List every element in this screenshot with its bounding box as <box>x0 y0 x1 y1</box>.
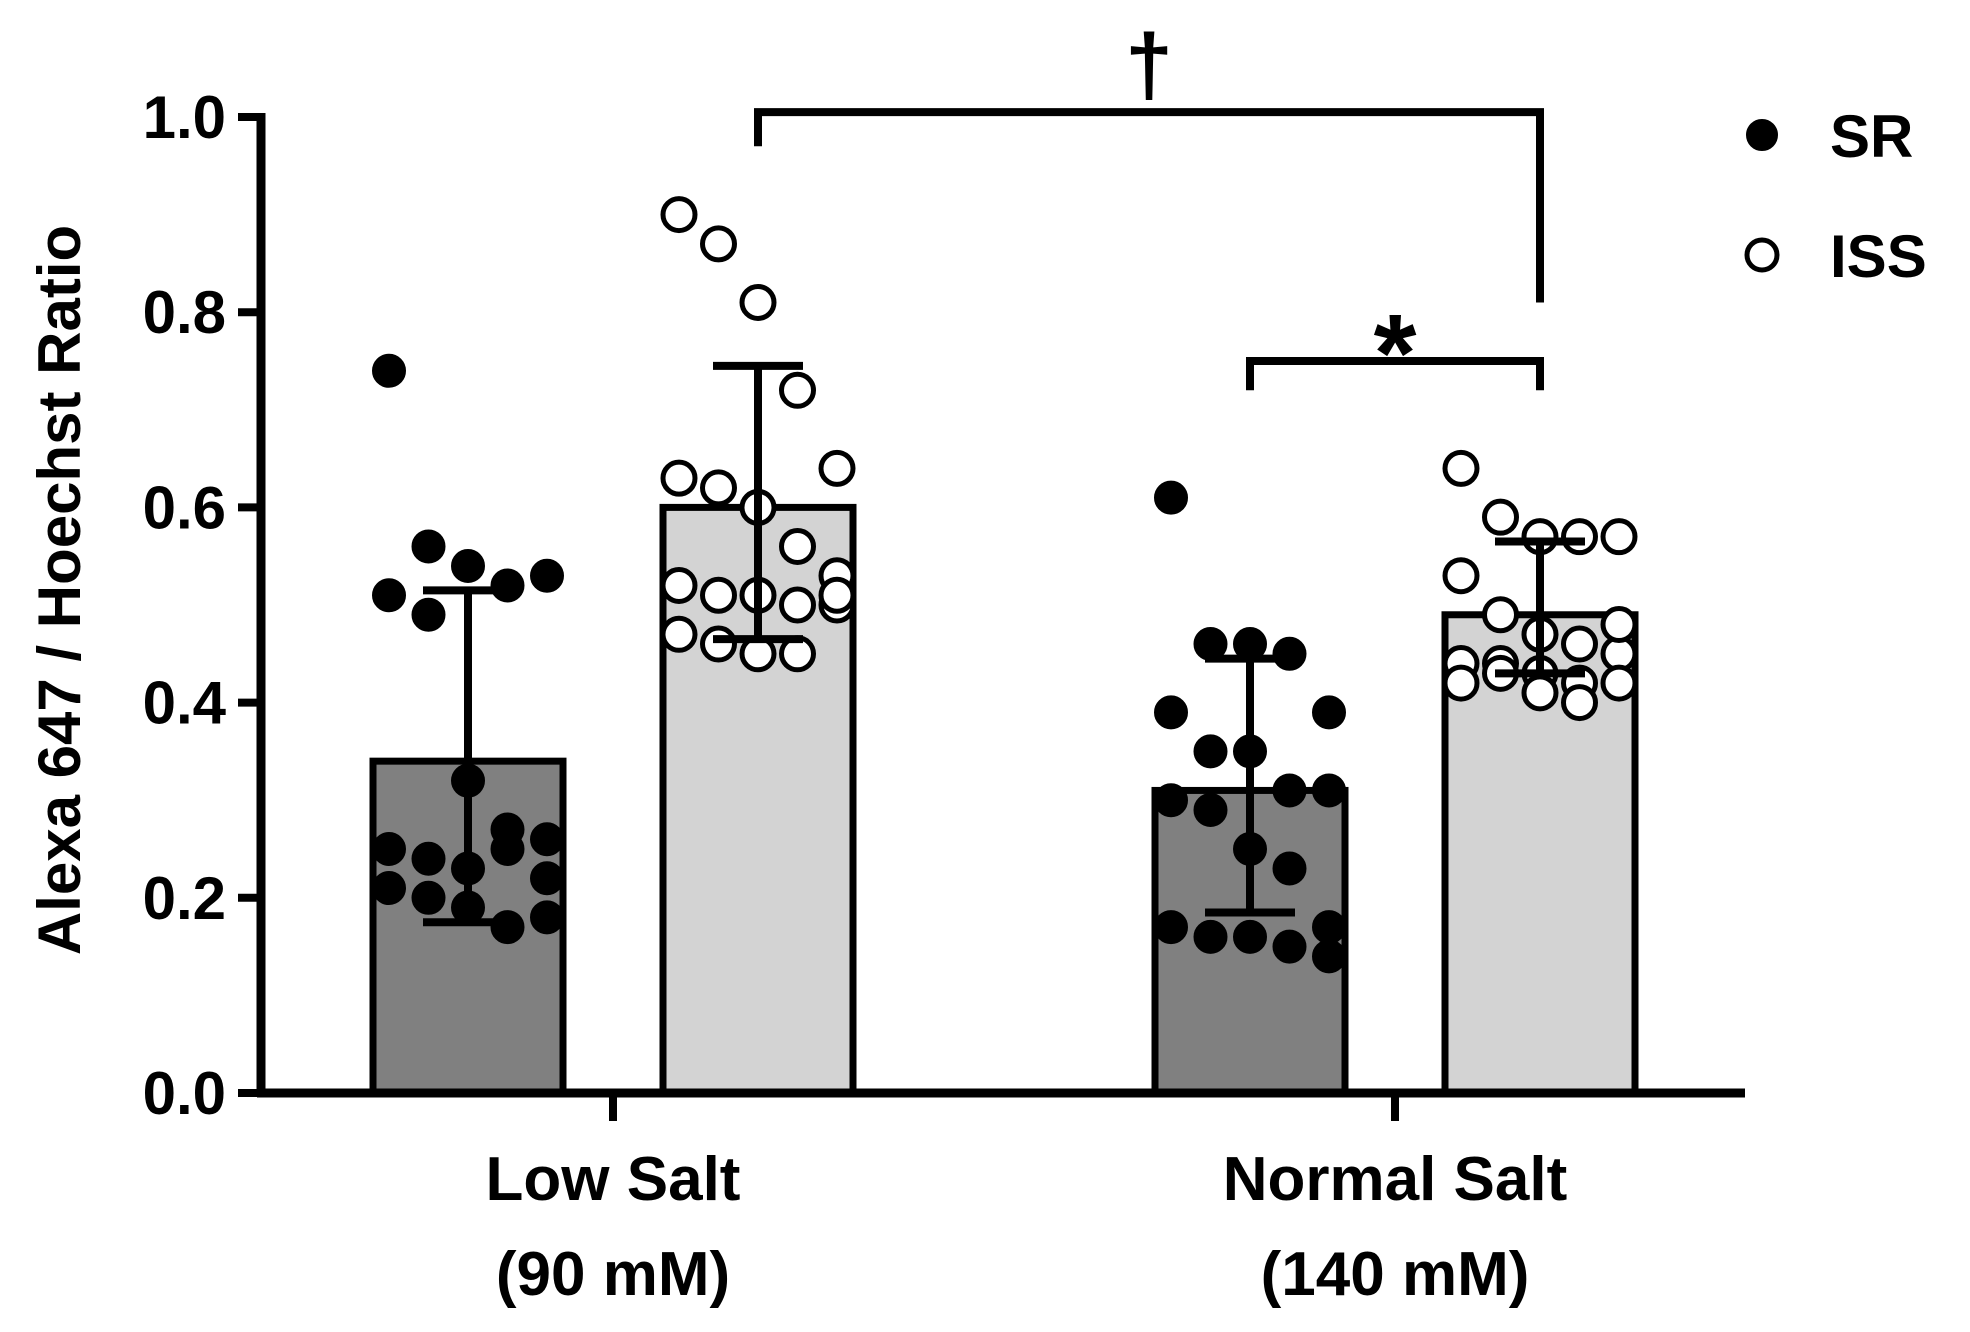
data-point-iss <box>1561 625 1598 663</box>
legend-label-sr: SR <box>1830 103 1913 170</box>
significance-symbol: * <box>1374 292 1417 415</box>
data-point-sr <box>1233 919 1267 954</box>
data-point-iss <box>779 586 816 624</box>
data-point-sr <box>1312 939 1346 974</box>
error-bars-layer <box>423 361 1585 927</box>
y-tick-label: 0.8 <box>143 279 226 346</box>
ticks-layer: 0.0 0.2 0.4 0.6 0.8 1.0 Low Salt (90 mM) Normal … <box>143 84 1568 1309</box>
data-point-sr <box>451 548 485 583</box>
data-point-iss <box>1600 606 1638 644</box>
data-point-sr <box>372 832 406 866</box>
x-tick-label-line1: Normal Salt <box>1223 1145 1568 1214</box>
data-point-iss <box>660 459 698 497</box>
data-point-sr <box>1312 910 1346 945</box>
data-point-sr <box>411 529 446 564</box>
data-point-iss <box>779 527 816 565</box>
data-point-sr <box>372 578 406 613</box>
data-point-sr <box>490 910 525 945</box>
data-point-sr <box>372 353 406 388</box>
data-point-iss <box>1442 557 1480 595</box>
bar-iss-1 <box>1441 611 1639 1097</box>
legend-marker-sr <box>1746 119 1778 151</box>
data-point-iss <box>1521 674 1559 712</box>
significance-bracket <box>1246 357 1544 391</box>
data-point-iss <box>1442 664 1480 702</box>
y-tick-label: 0.0 <box>143 1060 226 1127</box>
significance-bracket <box>754 108 1544 303</box>
data-point-sr <box>1154 695 1188 730</box>
data-point-iss <box>818 576 856 614</box>
data-point-sr <box>411 597 446 632</box>
data-point-iss <box>1600 664 1638 702</box>
data-point-sr <box>1272 929 1307 964</box>
y-tick-label: 0.2 <box>143 865 226 932</box>
data-point-iss <box>660 615 698 653</box>
data-point-iss <box>660 566 698 604</box>
data-point-sr <box>1272 773 1307 808</box>
data-point-sr <box>1272 636 1307 671</box>
data-point-iss <box>700 625 737 663</box>
data-point-sr <box>411 880 446 915</box>
significance-annotations: †* <box>754 17 1544 415</box>
data-points-layer <box>372 196 1638 974</box>
y-tick-label: 0.6 <box>143 474 226 541</box>
data-point-iss <box>1600 518 1638 556</box>
data-point-iss <box>818 449 856 487</box>
data-point-sr <box>1193 734 1228 769</box>
data-point-sr <box>1154 783 1188 818</box>
data-point-iss <box>1561 518 1598 556</box>
data-point-sr <box>1312 773 1346 808</box>
data-point-sr <box>1272 851 1307 886</box>
x-tick-label-line2: (140 mM) <box>1261 1240 1530 1309</box>
data-point-iss <box>1482 596 1519 634</box>
data-point-iss <box>700 576 737 614</box>
data-point-iss <box>1482 498 1519 536</box>
data-point-iss <box>1561 684 1598 722</box>
data-point-sr <box>530 558 564 593</box>
data-point-iss <box>1442 449 1480 487</box>
data-point-iss <box>700 225 737 263</box>
data-point-sr <box>1154 480 1188 515</box>
data-point-sr <box>411 841 446 876</box>
data-point-sr <box>530 822 564 857</box>
legend-label-iss: ISS <box>1830 223 1927 290</box>
legend: SR ISS <box>1744 103 1927 290</box>
data-point-sr <box>372 871 406 906</box>
y-tick-label: 0.4 <box>143 670 227 737</box>
axes-layer <box>256 113 1745 1098</box>
data-point-sr <box>1193 792 1228 827</box>
data-point-sr <box>490 832 525 866</box>
legend-marker-iss <box>1744 237 1780 273</box>
y-tick-label: 1.0 <box>143 84 226 151</box>
y-axis-label: Alexa 647 / Hoechst Ratio <box>26 225 93 955</box>
data-point-sr <box>530 861 564 896</box>
x-tick-label-line2: (90 mM) <box>496 1240 730 1309</box>
data-point-sr <box>1193 919 1228 954</box>
significance-symbol: † <box>1125 17 1173 113</box>
bars-layer <box>369 503 1639 1097</box>
data-point-sr <box>1154 910 1188 945</box>
data-point-iss <box>700 469 737 507</box>
data-point-iss <box>660 196 698 234</box>
x-tick-label-line1: Low Salt <box>486 1145 741 1214</box>
data-point-sr <box>490 568 525 603</box>
data-point-sr <box>1312 695 1346 730</box>
data-point-iss <box>739 283 777 321</box>
data-point-sr <box>530 900 564 935</box>
data-point-iss <box>779 371 816 409</box>
